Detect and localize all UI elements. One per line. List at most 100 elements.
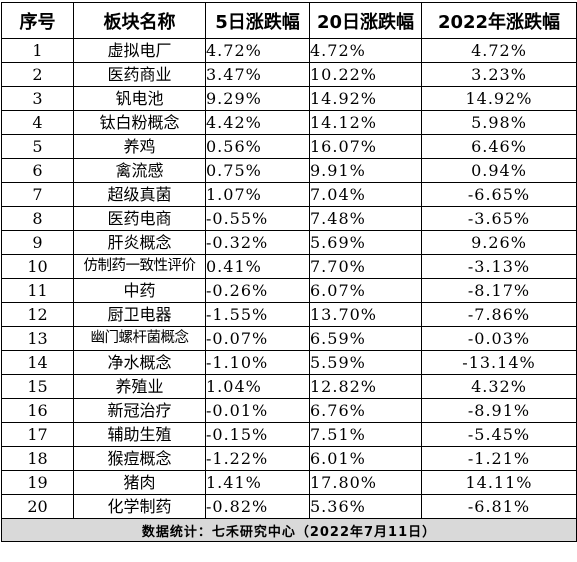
row-index: 14 <box>1 350 74 375</box>
table-row: 20 化学制药 -0.82% 5.36% -6.81% <box>1 494 577 519</box>
sector-name: 钛白粉概念 <box>73 110 206 135</box>
sector-name: 猪肉 <box>73 470 206 495</box>
change-2022: -1.21% <box>421 446 577 471</box>
change-2022: -8.17% <box>421 278 577 303</box>
change-2022: 14.92% <box>421 86 577 111</box>
sector-performance-table: 序号 板块名称 5日涨跌幅 20日涨跌幅 2022年涨跌幅 1 虚拟电厂 4.72%… <box>1 2 577 542</box>
row-index: 3 <box>1 86 74 111</box>
change-2022: -6.65% <box>421 182 577 207</box>
table-header: 序号 板块名称 5日涨跌幅 20日涨跌幅 2022年涨跌幅 <box>1 2 577 39</box>
change-20day: 5.36% <box>309 494 422 519</box>
change-2022: 6.46% <box>421 134 577 159</box>
change-2022: 4.32% <box>421 374 577 399</box>
header-20day-change: 20日涨跌幅 <box>309 2 422 39</box>
footer-row: 数据统计：七禾研究中心（2022年7月11日） <box>1 518 577 542</box>
change-2022: 3.23% <box>421 62 577 87</box>
sector-name: 医药电商 <box>73 206 206 231</box>
row-index: 6 <box>1 158 74 183</box>
change-5day: 1.07% <box>205 182 310 207</box>
sector-name: 禽流感 <box>73 158 206 183</box>
table-row: 4 钛白粉概念 4.42% 14.12% 5.98% <box>1 110 577 135</box>
change-5day: 1.04% <box>205 374 310 399</box>
change-5day: 0.75% <box>205 158 310 183</box>
change-5day: -0.07% <box>205 326 310 351</box>
change-5day: 0.56% <box>205 134 310 159</box>
change-2022: 9.26% <box>421 230 577 255</box>
header-2022-change: 2022年涨跌幅 <box>421 2 577 39</box>
change-20day: 14.92% <box>309 86 422 111</box>
table-row: 10 仿制药一致性评价 0.41% 7.70% -3.13% <box>1 254 577 279</box>
sector-name: 中药 <box>73 278 206 303</box>
change-20day: 6.59% <box>309 326 422 351</box>
table-row: 9 肝炎概念 -0.32% 5.69% 9.26% <box>1 230 577 255</box>
change-2022: -7.86% <box>421 302 577 327</box>
header-index: 序号 <box>1 2 74 39</box>
change-2022: -3.65% <box>421 206 577 231</box>
change-2022: 5.98% <box>421 110 577 135</box>
table-body: 1 虚拟电厂 4.72% 4.72% 4.72% 2 医药商业 3.47% 10.22% 3.23… <box>1 38 577 519</box>
change-20day: 5.59% <box>309 350 422 375</box>
table-row: 3 钒电池 9.29% 14.92% 14.92% <box>1 86 577 111</box>
change-5day: -1.10% <box>205 350 310 375</box>
sector-name: 幽门螺杆菌概念 <box>73 326 206 351</box>
change-5day: 0.41% <box>205 254 310 279</box>
row-index: 19 <box>1 470 74 495</box>
sector-name: 新冠治疗 <box>73 398 206 423</box>
change-2022: -13.14% <box>421 350 577 375</box>
table-row: 15 养殖业 1.04% 12.82% 4.32% <box>1 374 577 399</box>
change-5day: -1.22% <box>205 446 310 471</box>
change-20day: 7.51% <box>309 422 422 447</box>
sector-name: 钒电池 <box>73 86 206 111</box>
change-20day: 16.07% <box>309 134 422 159</box>
change-5day: 4.72% <box>205 38 310 63</box>
table-row: 7 超级真菌 1.07% 7.04% -6.65% <box>1 182 577 207</box>
change-2022: -5.45% <box>421 422 577 447</box>
sector-name: 超级真菌 <box>73 182 206 207</box>
table-row: 5 养鸡 0.56% 16.07% 6.46% <box>1 134 577 159</box>
sector-name: 养鸡 <box>73 134 206 159</box>
table-row: 17 辅助生殖 -0.15% 7.51% -5.45% <box>1 422 577 447</box>
table-footer: 数据统计：七禾研究中心（2022年7月11日） <box>1 518 577 542</box>
change-5day: -0.32% <box>205 230 310 255</box>
change-2022: 4.72% <box>421 38 577 63</box>
table-row: 6 禽流感 0.75% 9.91% 0.94% <box>1 158 577 183</box>
row-index: 16 <box>1 398 74 423</box>
change-2022: -6.81% <box>421 494 577 519</box>
row-index: 4 <box>1 110 74 135</box>
change-2022: -3.13% <box>421 254 577 279</box>
sector-name: 虚拟电厂 <box>73 38 206 63</box>
change-5day: 1.41% <box>205 470 310 495</box>
table-row: 2 医药商业 3.47% 10.22% 3.23% <box>1 62 577 87</box>
sector-name: 辅助生殖 <box>73 422 206 447</box>
source-note: 数据统计：七禾研究中心（2022年7月11日） <box>1 518 577 542</box>
change-20day: 7.70% <box>309 254 422 279</box>
table-row: 16 新冠治疗 -0.01% 6.76% -8.91% <box>1 398 577 423</box>
change-20day: 6.01% <box>309 446 422 471</box>
change-2022: 14.11% <box>421 470 577 495</box>
change-20day: 10.22% <box>309 62 422 87</box>
table-row: 19 猪肉 1.41% 17.80% 14.11% <box>1 470 577 495</box>
change-20day: 4.72% <box>309 38 422 63</box>
table-row: 18 猴痘概念 -1.22% 6.01% -1.21% <box>1 446 577 471</box>
sector-name: 猴痘概念 <box>73 446 206 471</box>
row-index: 15 <box>1 374 74 399</box>
row-index: 13 <box>1 326 74 351</box>
row-index: 9 <box>1 230 74 255</box>
sector-name: 肝炎概念 <box>73 230 206 255</box>
table-row: 11 中药 -0.26% 6.07% -8.17% <box>1 278 577 303</box>
sector-name: 净水概念 <box>73 350 206 375</box>
row-index: 7 <box>1 182 74 207</box>
table-row: 8 医药电商 -0.55% 7.48% -3.65% <box>1 206 577 231</box>
row-index: 11 <box>1 278 74 303</box>
change-20day: 6.07% <box>309 278 422 303</box>
sector-name: 养殖业 <box>73 374 206 399</box>
change-2022: 0.94% <box>421 158 577 183</box>
row-index: 18 <box>1 446 74 471</box>
change-2022: -0.03% <box>421 326 577 351</box>
change-20day: 6.76% <box>309 398 422 423</box>
sector-name: 医药商业 <box>73 62 206 87</box>
change-20day: 12.82% <box>309 374 422 399</box>
change-20day: 14.12% <box>309 110 422 135</box>
change-5day: -1.55% <box>205 302 310 327</box>
change-5day: 4.42% <box>205 110 310 135</box>
